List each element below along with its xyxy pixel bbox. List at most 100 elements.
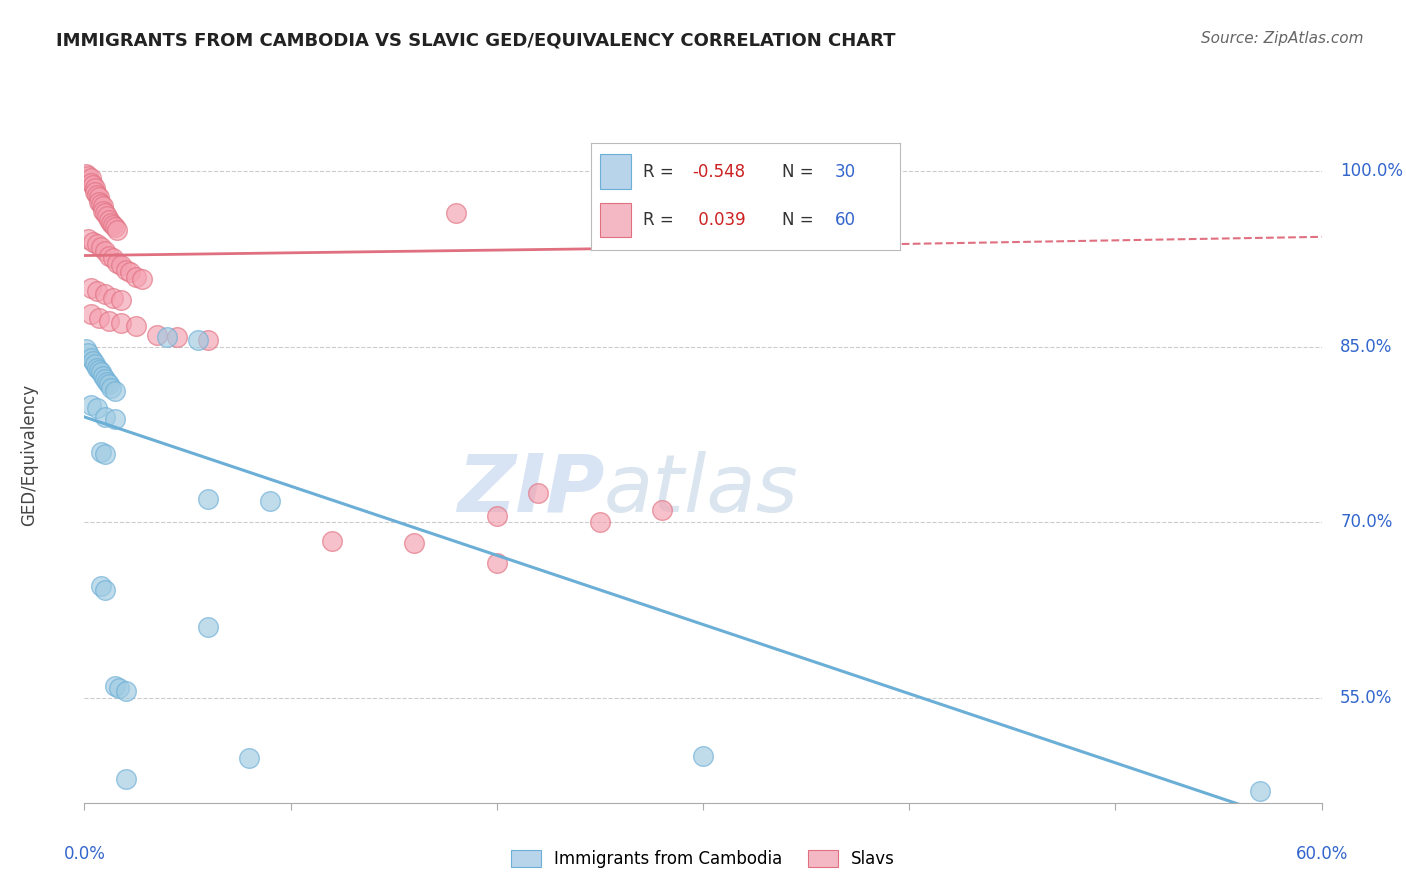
Point	[79, 307, 101, 321]
Point	[104, 384, 127, 399]
Text: N =: N =	[782, 211, 820, 228]
Text: 0.039: 0.039	[693, 211, 745, 228]
Text: IMMIGRANTS FROM CAMBODIA VS SLAVIC GED/EQUIVALENCY CORRELATION CHART: IMMIGRANTS FROM CAMBODIA VS SLAVIC GED/E…	[56, 31, 896, 49]
Text: 30: 30	[835, 162, 856, 180]
Point	[87, 190, 110, 204]
Point	[75, 342, 97, 356]
Point	[651, 503, 673, 517]
Point	[90, 579, 112, 593]
Text: 85.0%: 85.0%	[1340, 338, 1392, 356]
Point	[82, 178, 104, 193]
Point	[104, 679, 127, 693]
Point	[94, 447, 117, 461]
Text: ZIP: ZIP	[457, 450, 605, 529]
Point	[86, 284, 108, 298]
Text: -0.548: -0.548	[693, 162, 745, 180]
Text: N =: N =	[782, 162, 820, 180]
Point	[187, 333, 209, 347]
Point	[87, 363, 110, 377]
Point	[98, 213, 121, 227]
Text: 60.0%: 60.0%	[1295, 845, 1348, 863]
Point	[145, 328, 167, 343]
Point	[105, 255, 128, 269]
Point	[91, 369, 114, 384]
Point	[527, 486, 550, 500]
Text: 0.0%: 0.0%	[63, 845, 105, 863]
Text: 60: 60	[835, 211, 856, 228]
Point	[692, 749, 714, 764]
Point	[86, 236, 108, 251]
Point	[114, 683, 136, 698]
Point	[98, 248, 121, 262]
Point	[103, 251, 125, 265]
Legend: Immigrants from Cambodia, Slavs: Immigrants from Cambodia, Slavs	[505, 843, 901, 875]
Point	[79, 398, 101, 412]
Point	[98, 314, 121, 328]
Point	[96, 375, 118, 389]
Point	[197, 333, 219, 347]
Point	[79, 281, 101, 295]
Text: Source: ZipAtlas.com: Source: ZipAtlas.com	[1201, 31, 1364, 46]
Point	[131, 272, 153, 286]
Point	[197, 620, 219, 634]
Point	[86, 187, 108, 202]
Point	[404, 536, 426, 550]
Point	[94, 582, 117, 597]
Point	[82, 235, 104, 249]
Point	[90, 445, 112, 459]
Text: GED/Equivalency: GED/Equivalency	[20, 384, 38, 526]
Point	[166, 330, 188, 344]
Point	[485, 509, 508, 524]
Point	[444, 206, 467, 220]
Point	[105, 223, 128, 237]
Point	[104, 412, 127, 426]
Point	[77, 169, 100, 183]
Point	[114, 262, 136, 277]
Point	[110, 317, 132, 331]
Point	[104, 220, 127, 235]
Point	[77, 232, 100, 246]
Point	[82, 353, 104, 368]
Point	[156, 330, 179, 344]
Text: R =: R =	[643, 162, 679, 180]
Point	[75, 167, 97, 181]
Point	[321, 533, 343, 548]
Point	[103, 291, 125, 305]
Point	[91, 199, 114, 213]
Point	[90, 197, 112, 211]
Point	[100, 381, 122, 395]
Point	[79, 176, 101, 190]
Point	[90, 366, 112, 380]
Text: 100.0%: 100.0%	[1340, 162, 1403, 180]
Text: 55.0%: 55.0%	[1340, 689, 1392, 706]
Point	[94, 287, 117, 301]
Point	[651, 202, 673, 216]
Point	[238, 751, 260, 765]
Point	[79, 351, 101, 366]
Point	[94, 372, 117, 386]
Point	[125, 269, 148, 284]
Point	[94, 206, 117, 220]
Point	[83, 186, 105, 200]
Point	[86, 360, 108, 375]
Point	[118, 265, 141, 279]
Point	[86, 401, 108, 415]
Point	[94, 409, 117, 424]
Point	[87, 194, 110, 209]
Point	[98, 377, 121, 392]
Point	[90, 240, 112, 254]
Text: R =: R =	[643, 211, 679, 228]
Point	[485, 556, 508, 570]
Point	[110, 293, 132, 307]
Point	[91, 204, 114, 219]
Text: 70.0%: 70.0%	[1340, 513, 1392, 531]
Point	[110, 258, 132, 272]
Point	[83, 180, 105, 194]
Bar	[600, 202, 631, 237]
Point	[197, 491, 219, 506]
Point	[87, 310, 110, 325]
Point	[1249, 784, 1271, 798]
Point	[589, 515, 612, 529]
Point	[259, 494, 281, 508]
Point	[125, 318, 148, 333]
